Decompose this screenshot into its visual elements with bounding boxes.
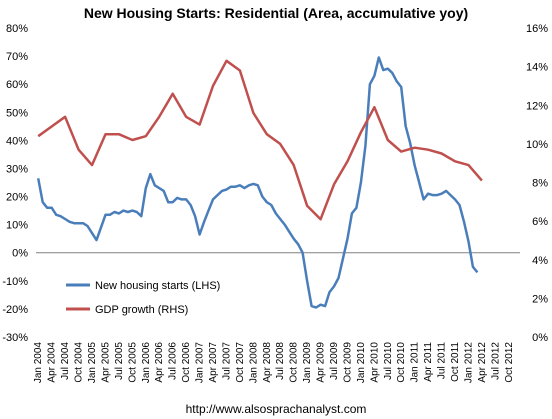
x-tick-label: Apr 2009 [316, 342, 327, 383]
left-tick-label: -30% [2, 332, 28, 344]
x-tick-label: Jul 2010 [383, 342, 394, 380]
gdp-growth-line [37, 59, 483, 221]
housing-starts-line [36, 56, 479, 309]
x-tick-label: Jan 2008 [248, 342, 259, 384]
chart-title: New Housing Starts: Residential (Area, a… [84, 5, 468, 21]
left-tick-label: 40% [6, 135, 28, 147]
x-tick-label: Jan 2010 [356, 342, 367, 384]
x-tick-label: Oct 2005 [127, 342, 138, 383]
right-axis: 0% 2% 4% 6% 8% 10% 12% 14% 16% [526, 23, 548, 344]
left-tick-label: 60% [6, 79, 28, 91]
left-tick-label: -10% [2, 276, 28, 288]
x-tick-label: Apr 2010 [369, 342, 380, 383]
x-tick-label: Jan 2005 [87, 342, 98, 384]
x-tick-label: Oct 2007 [235, 342, 246, 383]
x-tick-label: Apr 2007 [208, 342, 219, 383]
x-tick-label: Jul 2006 [168, 342, 179, 380]
left-tick-label: 30% [6, 163, 28, 175]
right-tick-label: 12% [526, 100, 548, 112]
x-axis: Jan 2004 Apr 2004 Jul 2004 Oct 2004 Jan 2005… [33, 342, 515, 384]
left-tick-label: 50% [6, 107, 28, 119]
x-tick-label: Oct 2012 [504, 342, 515, 383]
x-tick-label: Jan 2007 [195, 342, 206, 384]
x-tick-label: Jul 2007 [221, 342, 232, 380]
x-tick-label: Oct 2008 [289, 342, 300, 383]
legend: New housing starts (LHS) GDP growth (RHS… [66, 280, 220, 316]
left-tick-label: 80% [6, 23, 28, 35]
x-tick-label: Apr 2005 [100, 342, 111, 383]
x-tick-label: Jan 2006 [141, 342, 152, 384]
x-tick-label: Jul 2009 [329, 342, 340, 380]
left-tick-label: 70% [6, 51, 28, 63]
x-tick-label: Apr 2004 [47, 342, 58, 383]
left-axis: -30% -20% -10% 0% 10% 20% 30% 40% 50% 60% 70% 80% [2, 23, 28, 344]
legend-label-housing: New housing starts (LHS) [95, 280, 220, 292]
source-url: http://www.alsosprachanalyst.com [186, 402, 367, 416]
x-tick-label: Jan 2012 [463, 342, 474, 384]
right-tick-label: 16% [526, 23, 548, 35]
x-tick-label: Jan 2009 [302, 342, 313, 384]
x-tick-label: Jul 2005 [114, 342, 125, 380]
left-tick-label: 0% [12, 248, 28, 260]
right-tick-label: 14% [526, 62, 548, 74]
left-tick-label: -20% [2, 304, 28, 316]
x-tick-label: Jul 2011 [437, 342, 448, 380]
x-tick-label: Apr 2006 [154, 342, 165, 383]
x-tick-label: Jan 2011 [410, 342, 421, 383]
x-tick-label: Oct 2004 [74, 342, 85, 383]
x-tick-label: Apr 2012 [477, 342, 488, 383]
right-tick-label: 10% [526, 139, 548, 151]
right-tick-label: 6% [532, 216, 548, 228]
right-tick-label: 4% [532, 255, 548, 267]
x-tick-label: Apr 2011 [423, 342, 434, 382]
x-tick-label: Oct 2011 [450, 342, 461, 382]
x-tick-label: Oct 2006 [181, 342, 192, 383]
x-tick-label: Jul 2012 [490, 342, 501, 380]
x-tick-label: Jan 2004 [33, 342, 44, 384]
right-tick-label: 0% [532, 332, 548, 344]
right-tick-label: 2% [532, 293, 548, 305]
legend-label-gdp: GDP growth (RHS) [95, 304, 188, 316]
right-tick-label: 8% [532, 178, 548, 190]
x-tick-label: Oct 2009 [342, 342, 353, 383]
x-tick-label: Oct 2010 [396, 342, 407, 383]
x-tick-label: Jul 2004 [60, 342, 71, 380]
x-tick-label: Jul 2008 [275, 342, 286, 380]
left-tick-label: 20% [6, 192, 28, 204]
x-tick-label: Apr 2008 [262, 342, 273, 383]
left-tick-label: 10% [6, 220, 28, 232]
series-layer [36, 56, 483, 309]
